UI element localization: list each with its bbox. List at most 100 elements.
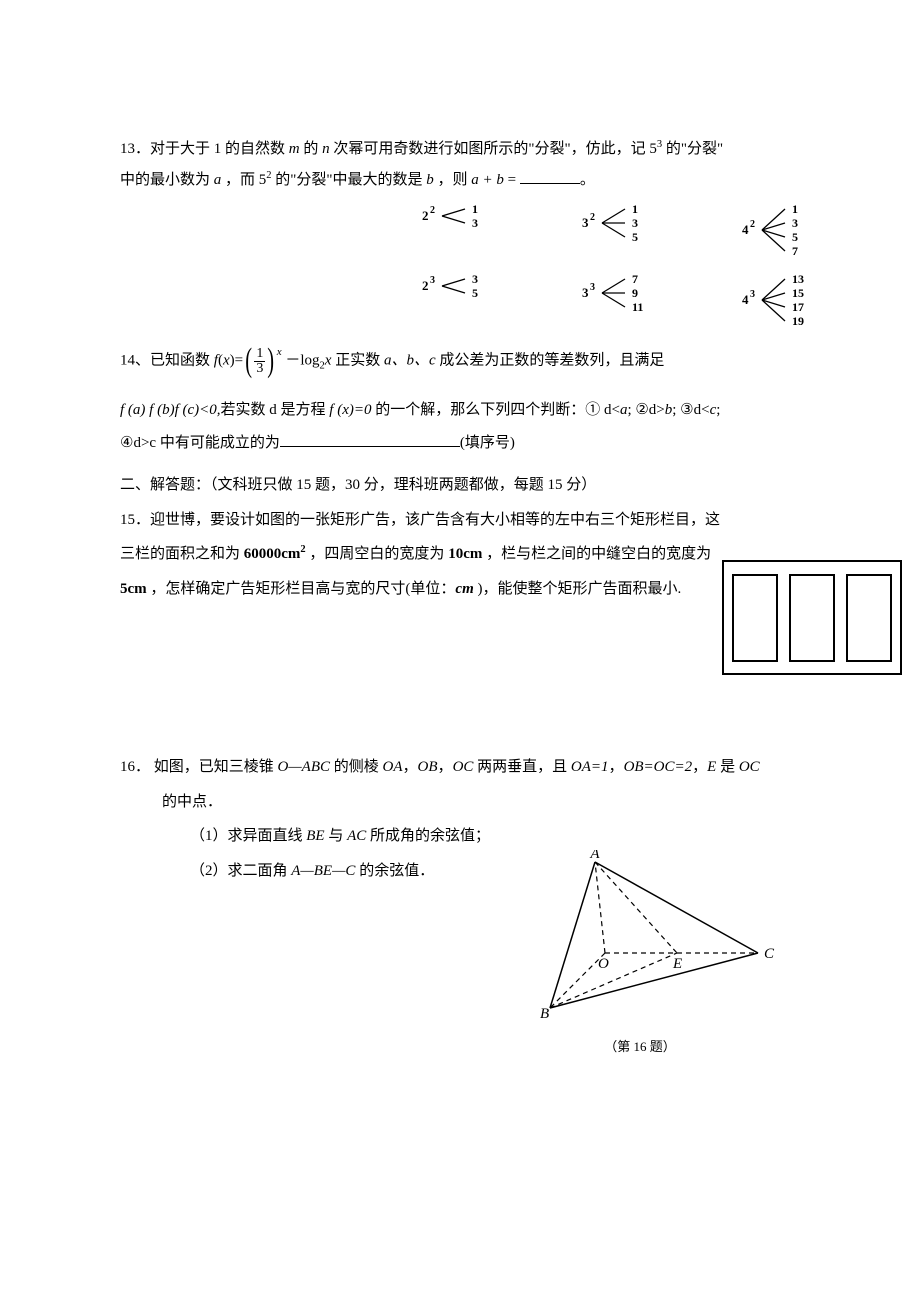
split-cell: 32135 — [580, 200, 690, 260]
den: 3 — [254, 362, 265, 376]
t: (a) f (b)f (c)<0, — [128, 402, 221, 418]
blank-q13 — [520, 183, 580, 184]
t: －log — [282, 352, 320, 368]
svg-text:19: 19 — [792, 314, 804, 328]
svg-text:2: 2 — [590, 212, 595, 223]
fx0: f (x)=0 — [329, 402, 371, 418]
t: ， — [403, 759, 418, 775]
tetrahedron-icon: A B C O E — [480, 850, 780, 1020]
t: 正实数 — [331, 352, 384, 368]
num: 1 — [254, 347, 265, 362]
svg-text:4: 4 — [742, 292, 749, 307]
q16-sub1: （1）求异面直线 BE 与 AC 所成角的余弦值； — [120, 822, 830, 851]
ad-column — [732, 574, 778, 662]
svg-text:1: 1 — [632, 202, 638, 216]
q14-line2: f (a) f (b)f (c)<0,若实数 d 是方程 f (x)=0 的一个… — [120, 396, 830, 425]
svg-text:3: 3 — [582, 285, 589, 300]
t: 的一个解，那么下列四个判断：① d< — [371, 402, 619, 418]
t: 。 — [580, 172, 595, 188]
var-b: b — [426, 172, 434, 188]
t: 三栏的面积之和为 — [120, 546, 244, 562]
t: A—BE—C — [291, 863, 355, 879]
eq1: OA=1 — [571, 759, 609, 775]
t: 是 — [716, 759, 739, 775]
split-cell: 2213 — [420, 200, 530, 260]
split-cell: 421357 — [740, 200, 850, 260]
t: 13．对于大于 1 的自然数 — [120, 141, 289, 157]
t: 所成角的余弦值； — [366, 828, 490, 844]
svg-text:3: 3 — [430, 275, 435, 286]
svg-text:3: 3 — [472, 272, 478, 286]
svg-text:15: 15 — [792, 286, 804, 300]
q15-line1: 15．迎世博，要设计如图的一张矩形广告，该广告含有大小相等的左中右三个矩形栏目，… — [120, 506, 830, 535]
t: ，则 — [434, 172, 472, 188]
ad-column — [846, 574, 892, 662]
area: 60000cm — [244, 546, 301, 562]
svg-text:1: 1 — [792, 202, 798, 216]
svg-text:2: 2 — [422, 208, 429, 223]
t: ，而 5 — [221, 172, 266, 188]
t: ; ③d< — [672, 402, 709, 418]
svg-text:7: 7 — [632, 272, 638, 286]
svg-text:3: 3 — [632, 216, 638, 230]
q16-line1: 16． 如图，已知三棱锥 O—ABC 的侧棱 OA，OB，OC 两两垂直，且 O… — [120, 753, 830, 782]
svg-text:C: C — [764, 946, 775, 962]
t: ; — [716, 402, 720, 418]
t: 14、已知函数 — [120, 352, 214, 368]
lparen-icon: ( — [245, 344, 252, 378]
var-m: m — [289, 141, 300, 157]
t: 次幂可用奇数进行如图所示的"分裂"，仿此，记 5 — [330, 141, 657, 157]
var-n: n — [322, 141, 330, 157]
q13-split-diagram: 221332135421357 23353379114313151719 — [420, 200, 830, 330]
t: 两两垂直，且 — [473, 759, 571, 775]
ad-column — [789, 574, 835, 662]
q13-line2: 中的最小数为 a ，而 52 的"分裂"中最大的数是 b ，则 a + b = … — [120, 166, 830, 195]
oc: OC — [453, 759, 474, 775]
t: (填序号) — [460, 435, 515, 451]
t: ， — [609, 759, 624, 775]
t: 的余弦值． — [355, 863, 434, 879]
x: x — [223, 352, 230, 368]
t: BE — [306, 828, 324, 844]
oabc: O—ABC — [278, 759, 331, 775]
svg-text:A: A — [589, 850, 600, 862]
w2: 5cm — [120, 581, 147, 597]
fraction: 13 — [254, 347, 265, 376]
q16-line2: 的中点． — [120, 788, 830, 817]
t: ， — [438, 759, 453, 775]
split-row: 221332135421357 — [420, 200, 830, 260]
abc: a、b、c — [384, 352, 436, 368]
q13-line1: 13．对于大于 1 的自然数 m 的 n 次幂可用奇数进行如图所示的"分裂"，仿… — [120, 135, 830, 164]
t: AC — [347, 828, 366, 844]
t: 的 — [300, 141, 323, 157]
split-row: 23353379114313151719 — [420, 270, 830, 330]
t: ， — [692, 759, 707, 775]
q14-line1: 14、已知函数 f(x)=(13)x －log2x 正实数 a、b、c 成公差为… — [120, 344, 830, 378]
svg-text:9: 9 — [632, 286, 638, 300]
rparen-icon: ) — [268, 344, 275, 378]
svg-text:E: E — [672, 956, 682, 972]
t: 的"分裂"中最大的数是 — [272, 172, 427, 188]
e: E — [707, 759, 716, 775]
svg-text:3: 3 — [590, 282, 595, 293]
oa: OA — [383, 759, 403, 775]
t: 的"分裂" — [662, 141, 723, 157]
svg-text:O: O — [598, 956, 609, 972]
blank-q14 — [280, 446, 460, 447]
svg-text:2: 2 — [430, 205, 435, 216]
t: ，栏与栏之间的中缝空白的宽度为 — [482, 546, 711, 562]
t: （1）求异面直线 — [190, 828, 306, 844]
oc2: OC — [739, 759, 760, 775]
t: 若实数 d 是方程 — [221, 402, 330, 418]
svg-text:5: 5 — [792, 230, 798, 244]
t: 中的最小数为 — [120, 172, 214, 188]
t: )= — [230, 352, 243, 368]
ob: OB — [418, 759, 438, 775]
svg-text:3: 3 — [792, 216, 798, 230]
svg-text:11: 11 — [632, 300, 643, 314]
svg-text:3: 3 — [472, 216, 478, 230]
split-cell: 4313151719 — [740, 270, 850, 330]
split-cell: 33 7911 — [580, 270, 690, 330]
svg-text:2: 2 — [750, 219, 755, 230]
svg-text:5: 5 — [472, 286, 478, 300]
